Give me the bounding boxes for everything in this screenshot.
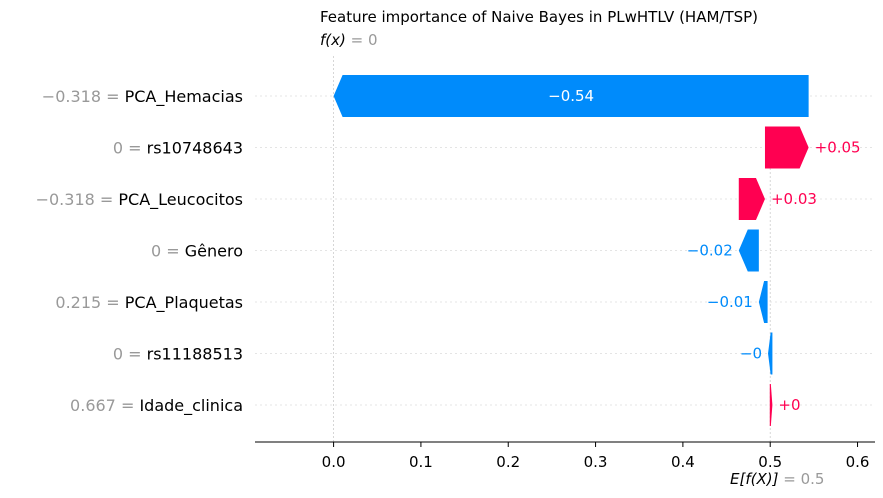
bar-value-label: +0	[778, 396, 800, 414]
feature-name: PCA_Plaquetas	[125, 293, 243, 313]
feature-name: Gênero	[185, 242, 243, 261]
x-axis-ticks: 0.0 0.1 0.2 0.3 0.4 0.5 0.6	[322, 442, 870, 471]
fx-label: f(x)	[320, 31, 346, 49]
feature-label: 0 = Gênero	[151, 242, 243, 261]
x-tick-label: 0.0	[322, 453, 346, 471]
fx-value: 0	[368, 31, 378, 49]
chart-title: Feature importance of Naive Bayes in PLw…	[320, 8, 758, 26]
feature-label: 0 = rs11188513	[113, 345, 243, 364]
feature-name: Idade_clinica	[139, 396, 243, 416]
x-tick-label: 0.5	[758, 453, 782, 471]
positive-bar	[738, 178, 765, 220]
feature-value: 0	[113, 345, 123, 364]
feature-name: PCA_Hemacias	[125, 87, 243, 107]
feature-labels: −0.318 = PCA_Hemacias 0 = rs10748643 −0.31…	[36, 87, 243, 416]
feature-name: PCA_Leucocitos	[118, 190, 243, 210]
x-tick-label: 0.3	[584, 453, 608, 471]
ex-annotation: E[f(X)] = 0.5	[730, 470, 824, 488]
feature-equals: =	[161, 242, 185, 261]
feature-label: 0 = rs10748643	[113, 139, 243, 158]
bar-value-label: −0.02	[687, 242, 733, 260]
positive-bar	[764, 126, 809, 169]
feature-equals: =	[95, 190, 119, 209]
bar-value-label: −0	[740, 345, 762, 363]
x-tick-label: 0.2	[496, 453, 520, 471]
feature-equals: =	[101, 87, 125, 106]
feature-value: −0.318	[42, 87, 101, 106]
positive-bar	[769, 384, 773, 426]
feature-equals: =	[116, 396, 140, 415]
bar-value-label: −0.01	[707, 293, 753, 311]
bars-layer: −0.54 +0.05 +0.03 −0.02 −0.01 −0 +0	[333, 75, 861, 426]
feature-label: −0.318 = PCA_Hemacias	[42, 87, 243, 107]
feature-value: 0.215	[55, 293, 101, 312]
fx-equals: =	[346, 31, 368, 49]
bar-value-label: +0.05	[815, 139, 861, 157]
feature-value: 0.667	[70, 396, 116, 415]
negative-bar	[738, 229, 759, 272]
feature-name: rs10748643	[147, 139, 243, 158]
feature-value: 0	[113, 139, 123, 158]
fx-annotation: f(x) = 0	[320, 31, 378, 49]
x-tick-label: 0.6	[846, 453, 870, 471]
feature-label: 0.215 = PCA_Plaquetas	[55, 293, 243, 313]
feature-equals: =	[123, 139, 147, 158]
negative-bar	[333, 75, 809, 117]
bar-value-label: −0.54	[548, 87, 594, 105]
x-tick-label: 0.1	[409, 453, 433, 471]
negative-bar	[768, 332, 773, 375]
feature-value: 0	[151, 242, 161, 261]
feature-name: rs11188513	[147, 345, 243, 364]
feature-value: −0.318	[36, 190, 95, 209]
bar-value-label: +0.03	[771, 190, 817, 208]
negative-bar	[758, 281, 768, 323]
feature-label: 0.667 = Idade_clinica	[70, 396, 243, 416]
x-tick-label: 0.4	[671, 453, 695, 471]
ex-label: E[f(X)]	[730, 470, 779, 488]
ex-equals: =	[778, 470, 800, 488]
feature-equals: =	[101, 293, 125, 312]
ex-value: 0.5	[801, 470, 825, 488]
feature-equals: =	[123, 345, 147, 364]
feature-label: −0.318 = PCA_Leucocitos	[36, 190, 243, 210]
